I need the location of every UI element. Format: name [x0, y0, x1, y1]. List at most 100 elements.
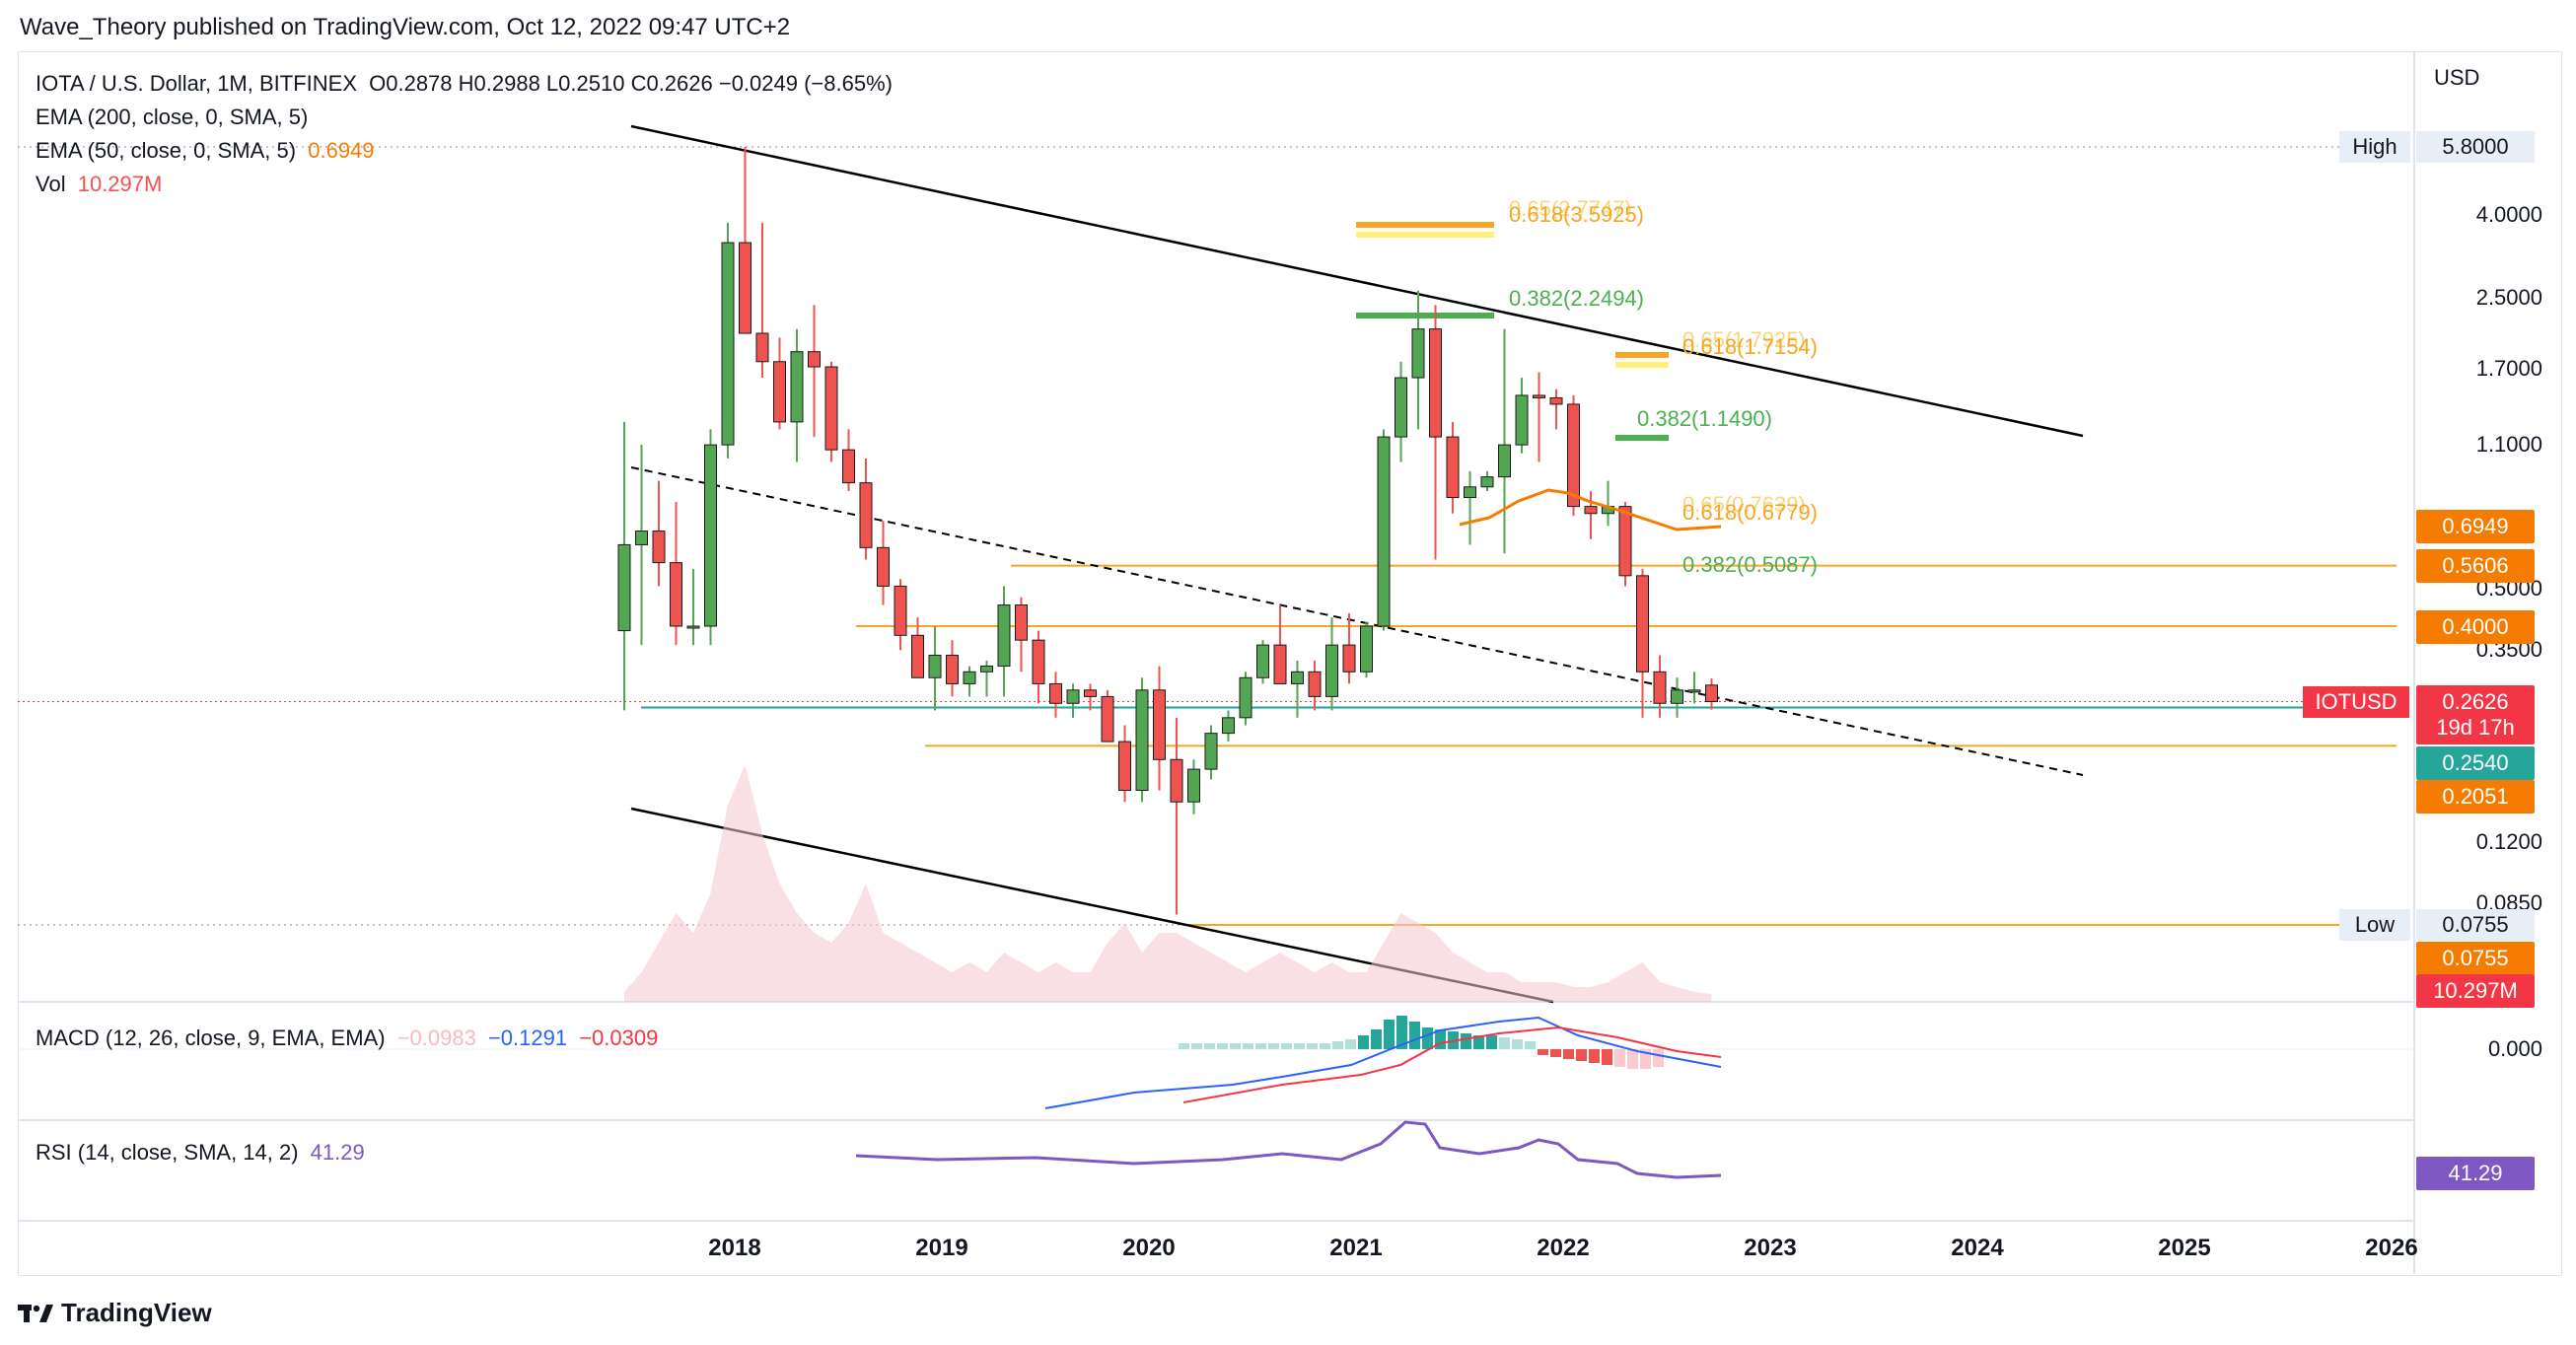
- candle-body: [739, 242, 751, 334]
- candle: [1549, 389, 1563, 430]
- candle-body: [1360, 625, 1373, 672]
- legend-ema50[interactable]: EMA (50, close, 0, SMA, 5): [36, 138, 297, 163]
- price-tick: 1.7000: [2475, 356, 2542, 381]
- legend-symbol[interactable]: IOTA / U.S. Dollar, 1M, BITFINEX: [36, 71, 357, 96]
- candle: [1222, 710, 1235, 743]
- candle: [911, 617, 924, 678]
- time-axis-label: 2023: [1744, 1235, 1797, 1261]
- macd-histogram-bar: [1358, 1035, 1369, 1049]
- candle: [670, 502, 682, 646]
- candle: [1653, 655, 1667, 718]
- macd-histogram-bar: [1307, 1043, 1318, 1049]
- volume-area: [624, 765, 1712, 1002]
- legend-rsi[interactable]: RSI (14, close, SMA, 14, 2): [36, 1140, 299, 1165]
- candle: [842, 429, 855, 492]
- publisher-header: Wave_Theory published on TradingView.com…: [20, 14, 791, 40]
- macd-histogram-bar: [1499, 1037, 1510, 1049]
- candle: [1153, 666, 1166, 791]
- candle-body: [617, 543, 631, 632]
- candle-body: [1705, 684, 1718, 702]
- macd-histogram-bar: [1204, 1043, 1215, 1049]
- candle-body: [1342, 644, 1356, 672]
- macd-histogram-bar: [1320, 1043, 1330, 1049]
- legend-ema200[interactable]: EMA (200, close, 0, SMA, 5): [36, 105, 309, 129]
- time-axis-label: 2018: [708, 1235, 761, 1261]
- candle: [1533, 372, 1545, 462]
- footer-brand[interactable]: TradingView: [18, 1298, 212, 1328]
- fib-zone-bar: [1615, 435, 1669, 441]
- fib-label: 0.382(0.5087): [1682, 552, 1818, 577]
- candle: [1084, 683, 1097, 711]
- legend-vol[interactable]: Vol: [36, 172, 66, 196]
- candle-body: [911, 634, 924, 678]
- candle-body: [1377, 436, 1391, 627]
- candle: [1273, 604, 1287, 684]
- candle-body: [1446, 436, 1460, 499]
- candle-body: [928, 655, 942, 678]
- candle-body: [1498, 444, 1511, 478]
- symbol-tag: IOTUSD: [2303, 686, 2409, 718]
- macd-histogram-bar: [1640, 1049, 1651, 1069]
- candle: [1308, 660, 1322, 711]
- candle-body: [1411, 328, 1425, 379]
- candle: [1705, 677, 1718, 710]
- candle: [1464, 470, 1476, 545]
- candle-body: [1687, 689, 1701, 693]
- candle: [773, 337, 786, 430]
- candle: [824, 361, 838, 462]
- candle-body: [1256, 644, 1269, 678]
- candle: [1342, 612, 1356, 684]
- candle: [1204, 725, 1218, 780]
- candle: [704, 429, 717, 646]
- candle: [1187, 759, 1200, 814]
- macd-histogram-bar: [1217, 1043, 1228, 1049]
- legend-macd-hist: −0.0983: [396, 1026, 476, 1050]
- macd-histogram-bar: [1230, 1043, 1241, 1049]
- high-value-tag: 5.8000: [2416, 131, 2535, 163]
- candle-body: [824, 366, 838, 451]
- candle-body: [790, 351, 804, 423]
- candle-body: [1187, 768, 1200, 803]
- legend-ohlc: O0.2878 H0.2988 L0.2510 C0.2626 −0.0249 …: [369, 71, 893, 96]
- candle-body: [980, 666, 993, 672]
- macd-histogram-bar: [1281, 1043, 1292, 1049]
- candle-body: [1084, 689, 1097, 697]
- candle: [1411, 290, 1425, 430]
- candle: [1377, 429, 1391, 631]
- candle-body: [997, 604, 1011, 668]
- level-price-tag: 0.4000: [2416, 610, 2535, 644]
- candle: [997, 586, 1011, 697]
- level-price-tag: 0.5606: [2416, 549, 2535, 583]
- candle-body: [1118, 741, 1131, 792]
- macd-histogram-bar: [1627, 1049, 1638, 1069]
- candle: [1032, 630, 1045, 704]
- macd-histogram-bar: [1384, 1020, 1395, 1049]
- price-tick: 4.0000: [2475, 202, 2542, 227]
- macd-histogram-bar: [1473, 1035, 1484, 1049]
- macd-histogram-bar: [1550, 1049, 1561, 1057]
- candle: [1618, 502, 1632, 587]
- candle-body: [1671, 689, 1683, 704]
- candle: [877, 521, 890, 605]
- candle: [1291, 660, 1304, 718]
- low-label: Low: [2339, 909, 2410, 941]
- candle-body: [1135, 689, 1149, 792]
- time-axis-label: 2026: [2365, 1235, 2418, 1261]
- legend-macd[interactable]: MACD (12, 26, close, 9, EMA, EMA): [36, 1026, 386, 1050]
- candle-body: [1204, 733, 1218, 770]
- candle-body: [721, 242, 735, 446]
- candle-body: [1049, 682, 1062, 704]
- macd-histogram-bar: [1332, 1041, 1343, 1049]
- candle: [946, 640, 959, 697]
- macd-histogram-bar: [1422, 1027, 1433, 1049]
- candle-body: [1015, 604, 1028, 641]
- dashed-mid-trendline: [630, 466, 2084, 776]
- price-axis-unit[interactable]: USD: [2434, 65, 2480, 90]
- candle-body: [1222, 717, 1235, 735]
- candle: [790, 328, 804, 462]
- candle: [1049, 672, 1062, 718]
- legend-ema50-row: EMA (50, close, 0, SMA, 5) 0.6949: [36, 138, 381, 164]
- candle-body: [894, 585, 907, 636]
- macd-histogram-bar: [1191, 1043, 1202, 1049]
